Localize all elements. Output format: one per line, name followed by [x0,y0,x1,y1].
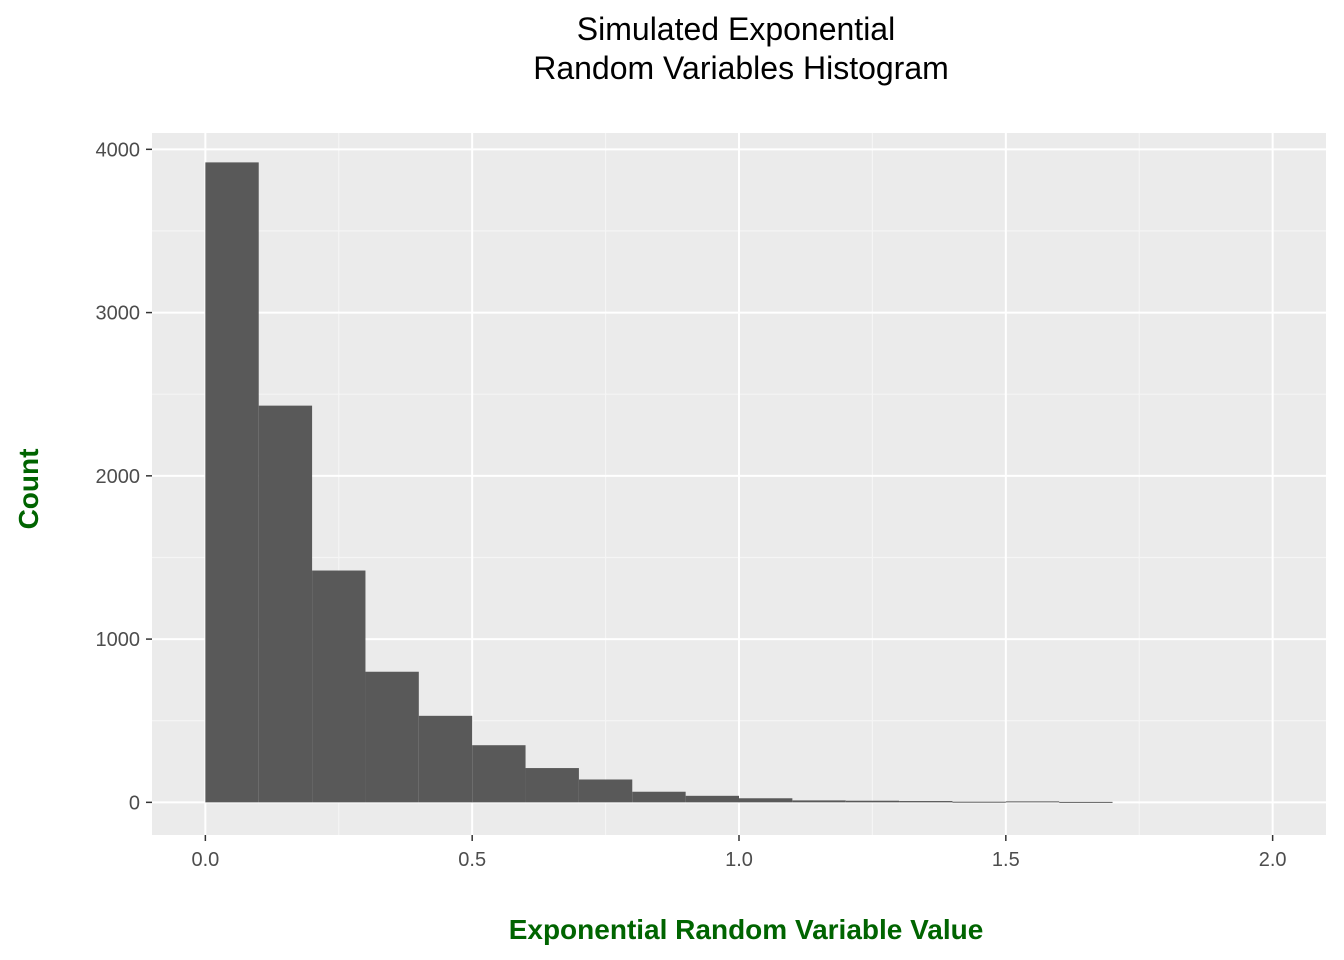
chart-title-line-2: Random Variables Histogram [533,50,949,86]
histogram-bar [578,779,633,803]
y-tick-label: 0 [129,792,140,814]
x-axis-title: Exponential Random Variable Value [509,914,984,945]
histogram-bar [739,798,793,803]
y-tick-label: 1000 [96,629,141,651]
histogram-bar [1059,801,1113,803]
histogram-bar [205,162,259,803]
histogram-bar [845,800,900,803]
histogram-bar [685,795,739,803]
histogram-bar [472,745,526,803]
histogram-bar [632,791,686,803]
y-tick-label: 2000 [96,466,141,488]
y-tick-label: 4000 [96,139,141,161]
histogram-bar [258,405,313,803]
y-axis-title: Count [13,449,44,530]
x-tick-label: 1.5 [992,849,1020,871]
histogram-bar [365,671,419,803]
histogram-bar [418,715,473,803]
x-tick-label: 0.0 [191,849,219,871]
histogram-bars [205,162,1113,803]
histogram-bar [312,570,366,803]
histogram-bar [952,801,1006,803]
x-tick-label: 1.0 [725,849,753,871]
histogram-bar [525,768,579,803]
y-axis-ticks: 0 1000 2000 3000 4000 [96,139,152,814]
y-tick-label: 3000 [96,303,141,325]
chart-title-line-1: Simulated Exponential [577,11,895,47]
histogram-bar [1005,801,1060,803]
x-axis-ticks: 0.0 0.5 1.0 1.5 2.0 [191,835,1287,871]
histogram-bar [899,801,953,803]
x-tick-label: 0.5 [458,849,486,871]
histogram-bar [792,800,846,803]
x-tick-label: 2.0 [1259,849,1287,871]
